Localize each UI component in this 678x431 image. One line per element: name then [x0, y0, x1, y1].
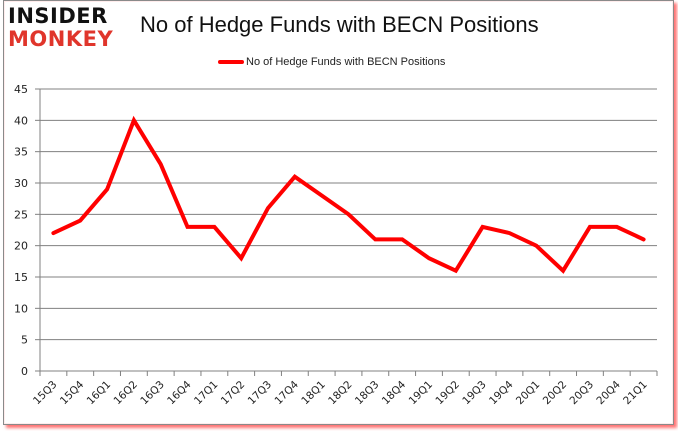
chart-legend: No of Hedge Funds with BECN Positions: [218, 56, 445, 68]
y-tick-label: 45: [14, 83, 28, 96]
x-tick-label: 17Q4: [272, 378, 301, 407]
legend-line-swatch-icon: [218, 60, 244, 64]
x-tick-label: 16Q2: [112, 379, 141, 408]
x-tick-label: 17Q2: [219, 379, 248, 408]
x-tick-label: 20Q4: [594, 378, 623, 407]
x-tick-label: 16Q4: [165, 378, 194, 407]
x-tick-label: 19Q3: [460, 379, 489, 408]
x-tick-label: 18Q4: [380, 378, 409, 407]
x-tick-label: 15Q4: [58, 378, 87, 407]
logo-line-2: MONKEY: [8, 27, 114, 51]
y-tick-label: 30: [14, 177, 28, 190]
x-tick-label: 16Q1: [85, 379, 114, 408]
chart-title: No of Hedge Funds with BECN Positions: [140, 12, 539, 37]
x-tick-label: 17Q1: [192, 379, 221, 408]
x-tick-label: 19Q4: [487, 378, 516, 407]
x-tick-label: 20Q2: [541, 379, 570, 408]
x-tick-label: 21Q1: [621, 379, 650, 408]
x-tick-label: 18Q2: [326, 379, 355, 408]
series-line: [51, 115, 646, 274]
x-tick-label: 18Q3: [353, 379, 382, 408]
y-tick-label: 40: [14, 114, 28, 127]
y-tick-label: 5: [21, 334, 28, 347]
x-tick-label: 20Q3: [568, 379, 597, 408]
y-tick-label: 15: [14, 271, 28, 284]
x-tick-label: 20Q1: [514, 379, 543, 408]
x-tick-label: 18Q1: [299, 379, 328, 408]
x-tick-label: 19Q2: [433, 379, 462, 408]
x-tick-label: 19Q1: [407, 379, 436, 408]
y-tick-label: 20: [14, 240, 28, 253]
x-tick-label: 17Q3: [246, 379, 275, 408]
y-tick-label: 0: [21, 365, 28, 378]
logo-line-1: INSIDER: [8, 4, 108, 28]
insider-monkey-logo: INSIDER MONKEY: [8, 5, 128, 55]
y-tick-label: 35: [14, 146, 28, 159]
x-tick-label: 15Q3: [31, 379, 60, 408]
y-tick-label: 25: [14, 208, 28, 221]
chart-frame: [3, 0, 674, 425]
y-tick-label: 10: [14, 302, 28, 315]
x-tick-label: 16Q3: [138, 379, 167, 408]
legend-label: No of Hedge Funds with BECN Positions: [246, 56, 446, 68]
